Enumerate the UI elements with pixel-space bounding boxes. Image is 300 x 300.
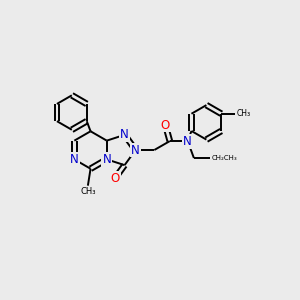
Text: CH₃: CH₃ <box>237 109 251 118</box>
Text: N: N <box>120 128 129 141</box>
Text: N: N <box>102 153 111 166</box>
Text: N: N <box>131 143 140 157</box>
Text: CH₂CH₃: CH₂CH₃ <box>212 155 237 161</box>
Text: O: O <box>110 172 120 184</box>
Text: CH₃: CH₃ <box>80 187 96 196</box>
Text: N: N <box>70 153 79 166</box>
Text: N: N <box>183 135 192 148</box>
Text: O: O <box>161 118 170 131</box>
